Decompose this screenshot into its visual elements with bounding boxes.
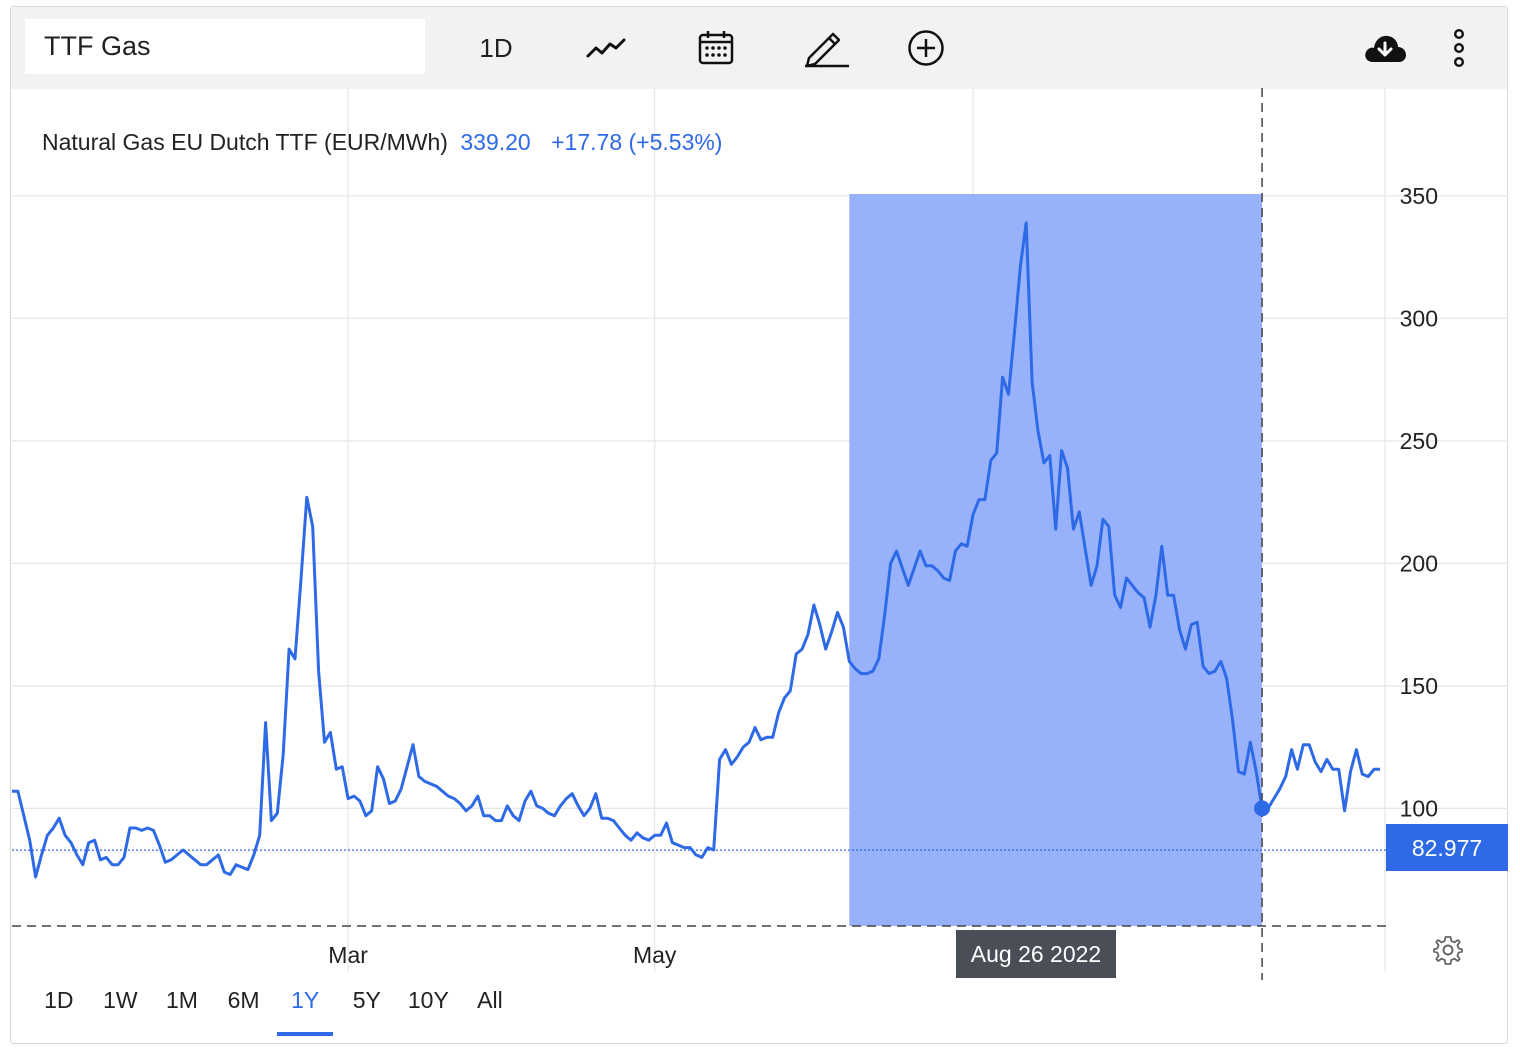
range-6m[interactable]: 6M: [227, 987, 260, 1013]
calendar-icon[interactable]: [691, 21, 741, 75]
quote-price: 339.20: [460, 129, 530, 155]
pencil-icon[interactable]: [799, 21, 855, 75]
cloud-download-icon[interactable]: [1361, 21, 1409, 75]
interval-button[interactable]: 1D: [479, 32, 513, 63]
gear-icon[interactable]: [1433, 935, 1463, 965]
line-chart-icon[interactable]: [581, 21, 631, 75]
crosshair-point: [1254, 800, 1271, 817]
last-price-value: 82.977: [1412, 835, 1482, 861]
x-tick-label: Mar: [328, 942, 368, 968]
more-vertical-icon[interactable]: [1441, 21, 1477, 75]
range-5y[interactable]: 5Y: [352, 987, 381, 1013]
toolbar: TTF Gas 1D: [11, 7, 1507, 89]
plus-circle-icon[interactable]: [904, 21, 948, 75]
quote-change: +17.78 (+5.53%): [551, 129, 722, 155]
y-axis: 100 150 200 250 300 350: [1400, 183, 1438, 822]
y-tick-label: 200: [1400, 550, 1438, 576]
crosshair-date: Aug 26 2022: [971, 941, 1101, 967]
quote-header: Natural Gas EU Dutch TTF (EUR/MWh) 339.2…: [42, 129, 722, 155]
range-10y[interactable]: 10Y: [407, 987, 449, 1013]
range-1w[interactable]: 1W: [103, 987, 138, 1013]
last-price-tag: 82.977: [1386, 824, 1508, 871]
last-price-tag-bg: [1386, 824, 1508, 871]
selected-range-highlight: [849, 194, 1263, 926]
symbol-input[interactable]: TTF Gas: [25, 19, 425, 74]
y-tick-label: 100: [1400, 795, 1438, 821]
grid: [12, 88, 1508, 972]
y-tick-label: 300: [1400, 305, 1438, 331]
range-selector: 1D 1W 1M 6M 1Y 5Y 10Y All: [28, 978, 521, 1038]
x-tick-label: May: [633, 942, 677, 968]
crosshair-date-tag: Aug 26 2022: [956, 930, 1116, 978]
range-1y[interactable]: 1Y: [274, 978, 336, 1036]
series-line: [12, 221, 1380, 879]
range-all[interactable]: All: [477, 987, 503, 1013]
range-1m[interactable]: 1M: [166, 987, 198, 1013]
y-tick-label: 250: [1400, 428, 1438, 454]
y-tick-label: 150: [1400, 673, 1438, 699]
range-1d[interactable]: 1D: [44, 987, 74, 1013]
crosshair-date-bg: [956, 930, 1116, 978]
instrument-name: Natural Gas EU Dutch TTF (EUR/MWh): [42, 129, 448, 155]
y-tick-label: 350: [1400, 183, 1438, 209]
x-axis: MarMayJulNov: [328, 942, 988, 968]
